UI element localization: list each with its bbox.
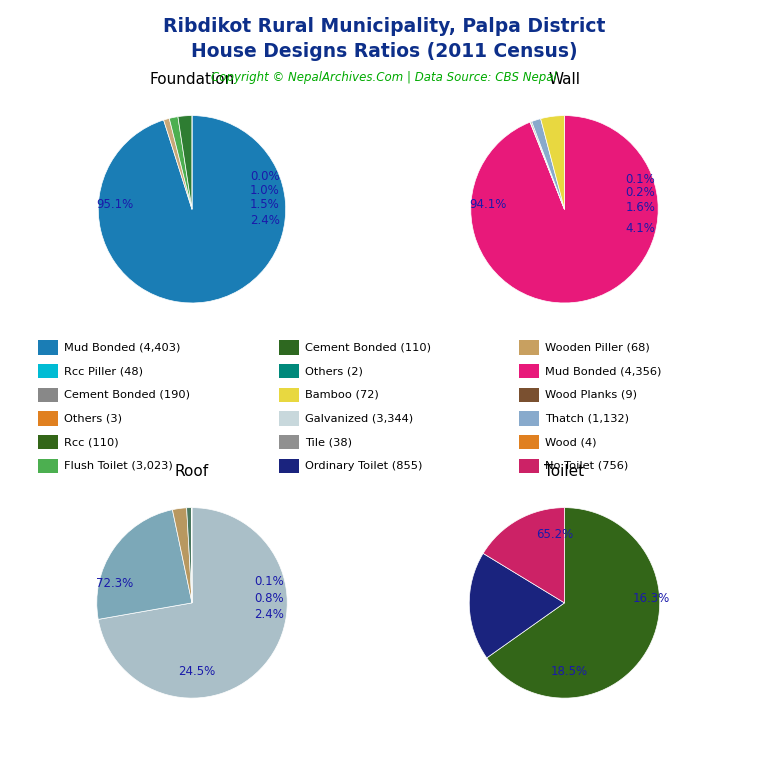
Text: Others (2): Others (2) <box>305 366 362 376</box>
Wedge shape <box>98 116 286 303</box>
Bar <box>279 458 299 473</box>
Wedge shape <box>178 116 192 210</box>
Bar <box>38 340 58 355</box>
Text: 95.1%: 95.1% <box>97 198 134 211</box>
Title: Foundation: Foundation <box>149 72 235 87</box>
Text: Mud Bonded (4,356): Mud Bonded (4,356) <box>545 366 661 376</box>
Text: 1.0%: 1.0% <box>250 184 280 197</box>
Text: Ribdikot Rural Municipality, Palpa District: Ribdikot Rural Municipality, Palpa Distr… <box>163 17 605 36</box>
Bar <box>519 364 539 379</box>
Bar <box>519 388 539 402</box>
Bar <box>38 412 58 425</box>
Bar <box>519 435 539 449</box>
Wedge shape <box>541 116 564 210</box>
Text: Cement Bonded (190): Cement Bonded (190) <box>64 390 190 400</box>
Text: 0.1%: 0.1% <box>625 173 655 186</box>
Text: Bamboo (72): Bamboo (72) <box>305 390 379 400</box>
Text: 16.3%: 16.3% <box>633 591 670 604</box>
Text: Wood (4): Wood (4) <box>545 437 597 447</box>
Wedge shape <box>187 508 192 603</box>
Bar <box>279 435 299 449</box>
Text: 65.2%: 65.2% <box>536 528 574 541</box>
Text: 1.6%: 1.6% <box>625 201 655 214</box>
Title: Wall: Wall <box>548 72 581 87</box>
Bar <box>279 364 299 379</box>
Wedge shape <box>98 508 287 698</box>
Wedge shape <box>530 122 564 210</box>
Text: 0.2%: 0.2% <box>625 186 655 199</box>
Wedge shape <box>487 508 660 698</box>
Wedge shape <box>169 117 192 210</box>
Wedge shape <box>469 554 564 658</box>
Text: Copyright © NepalArchives.Com | Data Source: CBS Nepal: Copyright © NepalArchives.Com | Data Sou… <box>211 71 557 84</box>
Wedge shape <box>531 119 564 210</box>
Text: 2.4%: 2.4% <box>250 214 280 227</box>
Wedge shape <box>97 510 192 619</box>
Text: Thatch (1,132): Thatch (1,132) <box>545 413 629 423</box>
Title: Roof: Roof <box>175 464 209 478</box>
Wedge shape <box>531 121 564 210</box>
Bar <box>38 435 58 449</box>
Text: Wood Planks (9): Wood Planks (9) <box>545 390 637 400</box>
Text: Tile (38): Tile (38) <box>305 437 352 447</box>
Text: 1.5%: 1.5% <box>250 198 280 211</box>
Text: 72.3%: 72.3% <box>96 578 133 591</box>
Bar <box>519 340 539 355</box>
Text: Rcc Piller (48): Rcc Piller (48) <box>64 366 143 376</box>
Bar <box>279 340 299 355</box>
Text: 0.0%: 0.0% <box>250 170 280 183</box>
Text: 24.5%: 24.5% <box>178 665 215 678</box>
Text: House Designs Ratios (2011 Census): House Designs Ratios (2011 Census) <box>190 42 578 61</box>
Bar <box>279 412 299 425</box>
Text: Mud Bonded (4,403): Mud Bonded (4,403) <box>64 343 180 353</box>
Text: Flush Toilet (3,023): Flush Toilet (3,023) <box>64 461 173 471</box>
Text: Wooden Piller (68): Wooden Piller (68) <box>545 343 650 353</box>
Bar <box>38 388 58 402</box>
Bar <box>38 458 58 473</box>
Wedge shape <box>483 508 564 603</box>
Text: No Toilet (756): No Toilet (756) <box>545 461 628 471</box>
Wedge shape <box>164 118 192 210</box>
Text: 2.4%: 2.4% <box>254 607 283 621</box>
Bar <box>38 364 58 379</box>
Bar <box>519 412 539 425</box>
Text: 94.1%: 94.1% <box>469 198 506 211</box>
Text: 4.1%: 4.1% <box>625 221 655 234</box>
Text: Cement Bonded (110): Cement Bonded (110) <box>305 343 431 353</box>
Wedge shape <box>172 508 192 603</box>
Text: Rcc (110): Rcc (110) <box>64 437 118 447</box>
Title: Toilet: Toilet <box>545 464 584 478</box>
Text: Galvanized (3,344): Galvanized (3,344) <box>305 413 412 423</box>
Text: Ordinary Toilet (855): Ordinary Toilet (855) <box>305 461 422 471</box>
Text: 0.1%: 0.1% <box>254 575 283 588</box>
Text: 18.5%: 18.5% <box>551 665 588 678</box>
Wedge shape <box>471 116 658 303</box>
Bar <box>279 388 299 402</box>
Text: Others (3): Others (3) <box>64 413 122 423</box>
Text: 0.8%: 0.8% <box>254 591 283 604</box>
Bar <box>519 458 539 473</box>
